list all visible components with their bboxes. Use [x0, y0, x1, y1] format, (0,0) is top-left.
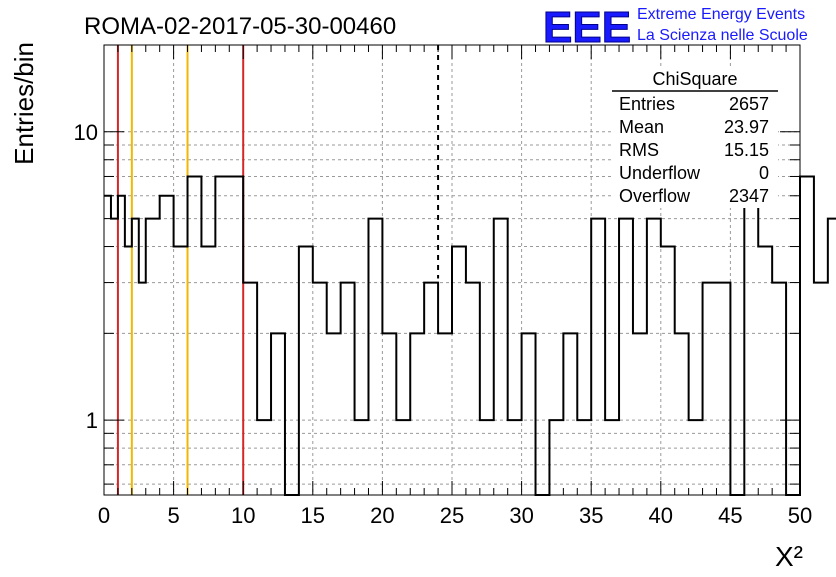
- stats-value: 2347: [729, 186, 769, 206]
- y-tick-labels: 1 10: [74, 120, 98, 433]
- x-tick-labels: 0 5 10 15 20 25 30 35 40 45 50: [98, 503, 812, 528]
- stats-box: ChiSquare Entries 2657 Mean 23.97 RMS 15.15 Un…: [612, 68, 778, 208]
- axis-ticks: [103, 44, 801, 495]
- logo-line1: Extreme Energy Events: [637, 6, 805, 23]
- x-tick-label: 40: [649, 503, 673, 528]
- stats-rows: Entries 2657 Mean 23.97 RMS 15.15 Underflow 0 Ov…: [619, 94, 769, 206]
- stats-label: Entries: [619, 94, 675, 114]
- y-axis-label: Entries/bin: [9, 42, 39, 165]
- chart-title: ROMA-02-2017-05-30-00460: [84, 13, 396, 40]
- x-tick-label: 0: [98, 503, 110, 528]
- x-tick-label: 15: [301, 503, 325, 528]
- stats-label: RMS: [619, 140, 659, 160]
- x-tick-label: 10: [231, 503, 255, 528]
- x-tick-label: 35: [579, 503, 603, 528]
- stats-title: ChiSquare: [652, 69, 737, 89]
- x-tick-label: 50: [788, 503, 812, 528]
- reference-lines: [116, 45, 440, 495]
- stats-value: 0: [759, 163, 769, 183]
- stats-value: 2657: [729, 94, 769, 114]
- stats-label: Underflow: [619, 163, 701, 183]
- logo-eee: EEE: [543, 3, 631, 52]
- x-axis-label: X²: [775, 541, 803, 572]
- y-tick-label: 10: [74, 120, 98, 145]
- y-tick-label: 1: [86, 408, 98, 433]
- stats-value: 23.97: [724, 117, 769, 137]
- stats-value: 15.15: [724, 140, 769, 160]
- stats-label: Mean: [619, 117, 664, 137]
- histogram-line: [104, 143, 836, 496]
- stats-label: Overflow: [619, 186, 691, 206]
- x-tick-label: 30: [509, 503, 533, 528]
- logo-line2: La Scienza nelle Scuole: [637, 27, 808, 44]
- x-tick-label: 25: [440, 503, 464, 528]
- x-tick-label: 20: [370, 503, 394, 528]
- x-tick-label: 5: [167, 503, 179, 528]
- x-tick-label: 45: [718, 503, 742, 528]
